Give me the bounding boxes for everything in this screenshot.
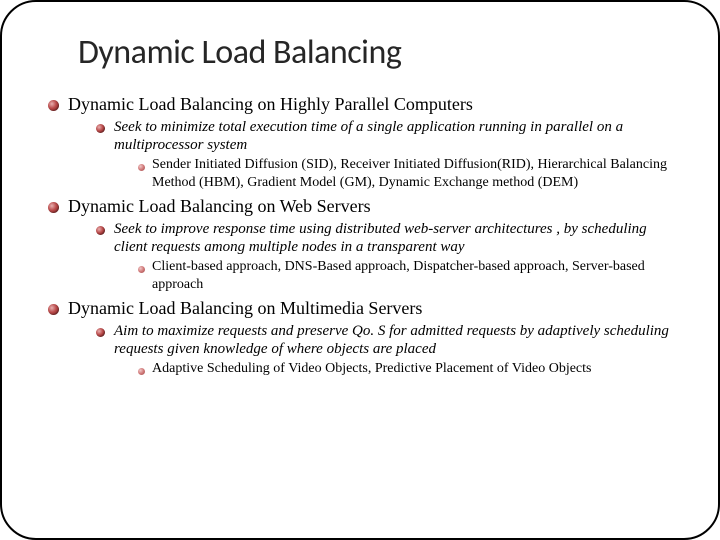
list-item: Dynamic Load Balancing on Highly Paralle… [46,93,678,191]
bullet-list: Sender Initiated Diffusion (SID), Receiv… [114,156,678,191]
list-item: Seek to minimize total execution time of… [94,118,678,192]
bullet-list: Client-based approach, DNS-Based approac… [114,258,678,293]
list-item: Aim to maximize requests and preserve Qo… [94,322,678,378]
bullet-list: Dynamic Load Balancing on Highly Paralle… [42,93,678,378]
list-item: Seek to improve response time using dist… [94,220,678,294]
list-item: Client-based approach, DNS-Based approac… [136,258,678,293]
bullet-list: Seek to minimize total execution time of… [68,118,678,192]
bullet-list: Aim to maximize requests and preserve Qo… [68,322,678,378]
slide-title: Dynamic Load Balancing [78,32,678,73]
list-item-text: Client-based approach, DNS-Based approac… [152,258,678,293]
list-item-text: Adaptive Scheduling of Video Objects, Pr… [152,360,678,378]
bullet-list: Seek to improve response time using dist… [68,220,678,294]
list-item-text: Dynamic Load Balancing on Web Servers [68,195,678,218]
list-item-text: Dynamic Load Balancing on Multimedia Ser… [68,297,678,320]
list-item: Dynamic Load Balancing on Multimedia Ser… [46,297,678,378]
list-item-text: Dynamic Load Balancing on Highly Paralle… [68,93,678,116]
list-item: Sender Initiated Diffusion (SID), Receiv… [136,156,678,191]
bullet-list: Adaptive Scheduling of Video Objects, Pr… [114,360,678,378]
list-item-text: Aim to maximize requests and preserve Qo… [114,322,678,360]
list-item: Adaptive Scheduling of Video Objects, Pr… [136,360,678,378]
list-item-text: Seek to improve response time using dist… [114,220,678,258]
slide-frame: Dynamic Load Balancing Dynamic Load Bala… [0,0,720,540]
list-item: Dynamic Load Balancing on Web Servers Se… [46,195,678,293]
list-item-text: Sender Initiated Diffusion (SID), Receiv… [152,156,678,191]
list-item-text: Seek to minimize total execution time of… [114,118,678,156]
